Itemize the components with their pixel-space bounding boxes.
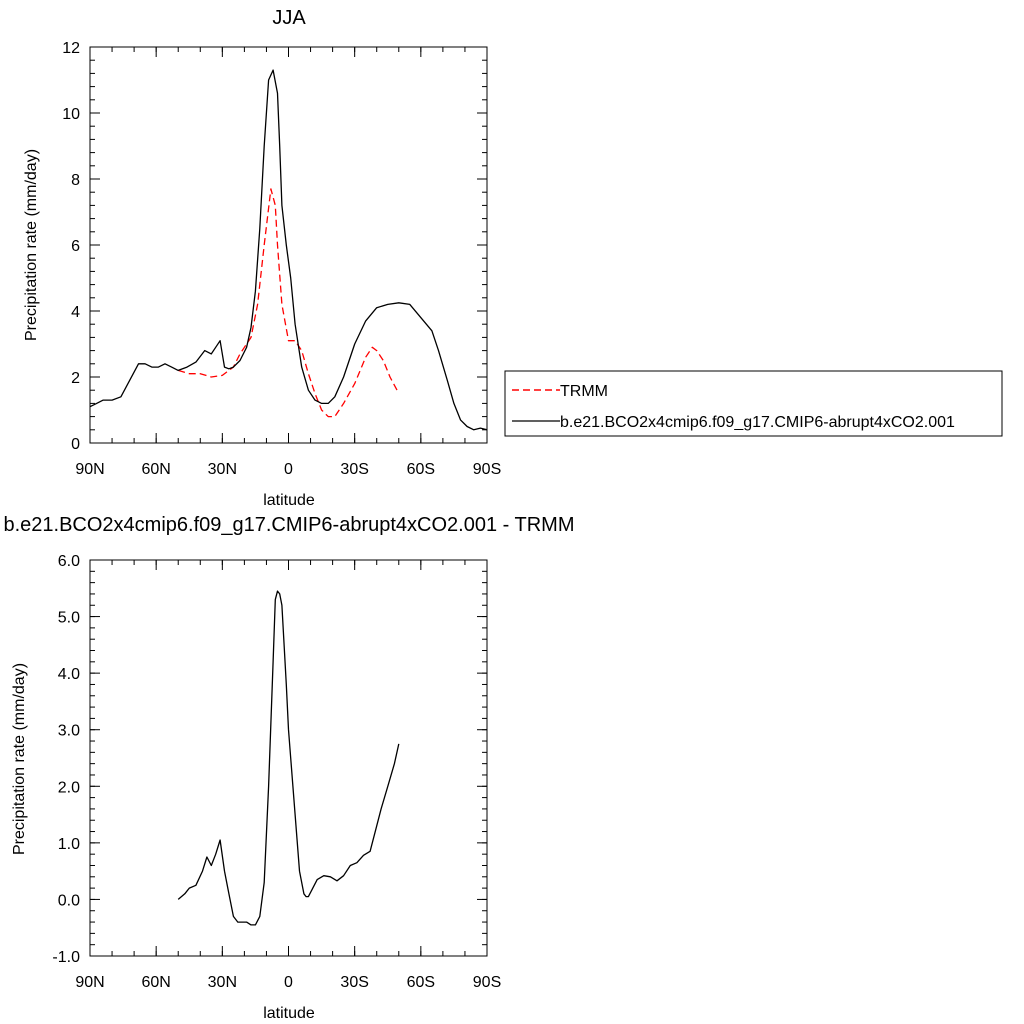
top-chart-plot-frame — [89, 46, 488, 444]
bottom-x-tick-label: 90S — [473, 974, 501, 991]
bottom-chart-y-axis-label: Precipitation rate (mm/day) — [11, 663, 28, 855]
top-chart-x-axis-label: latitude — [263, 492, 315, 509]
top-chart-title: JJA — [272, 7, 306, 29]
bottom-x-tick-label: 60S — [407, 974, 435, 991]
bottom-x-tick-label: 90N — [75, 974, 104, 991]
bottom-y-tick-label: -1.0 — [52, 949, 80, 966]
bottom-x-tick-label: 30S — [340, 974, 368, 991]
top-chart-series-lines — [89, 69, 488, 431]
top-y-tick-label: 2 — [71, 370, 80, 387]
top-chart-panel: JJA Precipitation rate (mm/day) latitude… — [23, 7, 501, 509]
top-chart-axes: 90N 60N 30N 0 30S 60S 90S 0 2 4 6 8 10 12 — [62, 40, 501, 478]
bottom-chart-plot-frame — [89, 559, 488, 957]
bottom-x-tick-label: 60N — [141, 974, 170, 991]
bottom-y-tick-label: 5.0 — [58, 610, 80, 627]
top-y-tick-label: 8 — [71, 172, 80, 189]
top-x-tick-label: 90S — [473, 461, 501, 478]
bottom-y-tick-label: 4.0 — [58, 666, 80, 683]
bottom-chart-x-axis-label: latitude — [263, 1005, 315, 1022]
top-y-tick-label: 0 — [71, 436, 80, 453]
legend-label-model: b.e21.BCO2x4cmip6.f09_g17.CMIP6-abrupt4x… — [560, 414, 955, 431]
bottom-x-tick-label: 30N — [208, 974, 237, 991]
top-x-tick-label: 60N — [141, 461, 170, 478]
top-series-line-1 — [178, 188, 400, 418]
top-x-tick-label: 30S — [340, 461, 368, 478]
legend-box — [504, 370, 1003, 437]
top-y-tick-label: 12 — [62, 40, 80, 57]
bottom-chart-series-lines — [177, 590, 400, 926]
bottom-series-line-1 — [177, 590, 400, 926]
top-chart-legend: TRMM b.e21.BCO2x4cmip6.f09_g17.CMIP6-abr… — [504, 370, 1003, 437]
top-y-tick-label: 6 — [71, 238, 80, 255]
top-x-tick-label: 90N — [75, 461, 104, 478]
top-y-tick-label: 10 — [62, 106, 80, 123]
bottom-chart-panel: b.e21.BCO2x4cmip6.f09_g17.CMIP6-abrupt4x… — [3, 514, 574, 1022]
top-x-tick-label: 60S — [407, 461, 435, 478]
top-y-tick-label: 4 — [71, 304, 80, 321]
top-x-tick-label: 0 — [284, 461, 293, 478]
top-chart-y-axis-label: Precipitation rate (mm/day) — [23, 149, 40, 341]
bottom-y-tick-label: 3.0 — [58, 723, 80, 740]
top-x-tick-label: 30N — [208, 461, 237, 478]
top-series-line-2 — [89, 69, 488, 431]
bottom-y-tick-label: 6.0 — [58, 553, 80, 570]
bottom-chart-title: b.e21.BCO2x4cmip6.f09_g17.CMIP6-abrupt4x… — [3, 514, 574, 536]
bottom-y-tick-label: 2.0 — [58, 779, 80, 796]
bottom-y-tick-label: 1.0 — [58, 836, 80, 853]
bottom-chart-axes: 90N 60N 30N 0 30S 60S 90S -1.0 0.0 1.0 2.0 3.0 4.0 5.… — [52, 553, 501, 991]
bottom-y-tick-label: 0.0 — [58, 892, 80, 909]
legend-label-trmm: TRMM — [560, 383, 608, 400]
bottom-x-tick-label: 0 — [284, 974, 293, 991]
